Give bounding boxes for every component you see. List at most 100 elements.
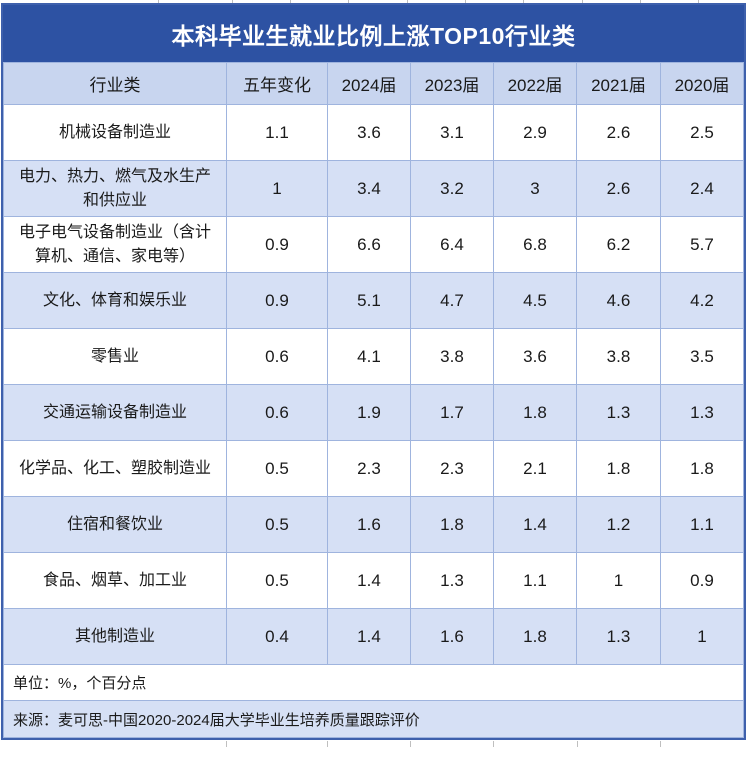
source-note: 来源：麦可思-中国2020-2024届大学毕业生培养质量跟踪评价 [3,700,744,738]
value-cell: 2.6 [576,104,661,161]
table-row: 住宿和餐饮业 0.5 1.6 1.8 1.4 1.2 1.1 [3,496,744,553]
industry-cell: 零售业 [3,328,227,385]
gridline-tick [493,741,494,747]
gridline-tick [407,0,408,3]
value-cell: 1 [226,160,328,217]
table-row: 机械设备制造业 1.1 3.6 3.1 2.9 2.6 2.5 [3,104,744,161]
value-cell: 1 [660,608,744,665]
value-cell: 4.1 [327,328,411,385]
gridline-tick [660,741,661,747]
gridline-tick [348,0,349,3]
value-cell: 5.1 [327,272,411,329]
value-cell: 4.7 [410,272,494,329]
column-header: 2024届 [327,62,411,105]
value-cell: 6.6 [327,216,411,273]
value-cell: 2.6 [576,160,661,217]
value-cell: 1.6 [410,608,494,665]
value-cell: 1.6 [327,496,411,553]
industry-cell: 机械设备制造业 [3,104,227,161]
bottom-gridline-strip [0,740,747,747]
column-header: 2020届 [660,62,744,105]
value-cell: 1.7 [410,384,494,441]
value-cell: 3.5 [660,328,744,385]
industry-cell: 文化、体育和娱乐业 [3,272,227,329]
value-cell: 3.6 [493,328,577,385]
table-row: 其他制造业 0.4 1.4 1.6 1.8 1.3 1 [3,608,744,665]
value-cell: 1.1 [660,496,744,553]
gridline-tick [158,0,159,3]
industry-cell: 化学品、化工、塑胶制造业 [3,440,227,497]
value-cell: 0.5 [226,496,328,553]
value-cell: 6.8 [493,216,577,273]
value-cell: 3.4 [327,160,411,217]
industry-cell: 电力、热力、燃气及水生产和供应业 [3,160,227,217]
industry-cell: 其他制造业 [3,608,227,665]
value-cell: 0.5 [226,552,328,609]
column-header: 2022届 [493,62,577,105]
column-header: 行业类 [3,62,227,105]
value-cell: 3.8 [410,328,494,385]
value-cell: 1.4 [493,496,577,553]
value-cell: 0.9 [226,216,328,273]
industry-employment-table: 行业类 五年变化 2024届 2023届 2022届 2021届 2020届 机械设备制造业… [3,62,744,738]
value-cell: 1.3 [410,552,494,609]
table-row: 交通运输设备制造业 0.6 1.9 1.7 1.8 1.3 1.3 [3,384,744,441]
unit-note: 单位：%，个百分点 [3,664,744,701]
table-body: 机械设备制造业 1.1 3.6 3.1 2.9 2.6 2.5 电力、热力、燃气及水生产和供应… [3,104,744,665]
value-cell: 2.3 [327,440,411,497]
value-cell: 1.1 [226,104,328,161]
value-cell: 3.8 [576,328,661,385]
gridline-tick [582,0,583,3]
value-cell: 2.1 [493,440,577,497]
gridline-tick [410,741,411,747]
value-cell: 3.6 [327,104,411,161]
gridline-tick [327,741,328,747]
column-header: 五年变化 [226,62,328,105]
value-cell: 0.4 [226,608,328,665]
report-table-page: 本科毕业生就业比例上涨TOP10行业类 行业类 五年变化 2024届 2023届 202… [0,0,747,747]
column-header: 2021届 [576,62,661,105]
value-cell: 0.9 [660,552,744,609]
unit-row: 单位：%，个百分点 [3,664,744,701]
value-cell: 1.4 [327,552,411,609]
value-cell: 1.8 [493,384,577,441]
value-cell: 0.6 [226,328,328,385]
value-cell: 1 [576,552,661,609]
industry-cell: 交通运输设备制造业 [3,384,227,441]
value-cell: 1.2 [576,496,661,553]
value-cell: 2.9 [493,104,577,161]
gridline-tick [523,0,524,3]
source-row: 来源：麦可思-中国2020-2024届大学毕业生培养质量跟踪评价 [3,700,744,738]
value-cell: 3 [493,160,577,217]
value-cell: 2.4 [660,160,744,217]
value-cell: 0.9 [226,272,328,329]
table-row: 文化、体育和娱乐业 0.9 5.1 4.7 4.5 4.6 4.2 [3,272,744,329]
value-cell: 5.7 [660,216,744,273]
table-row: 食品、烟草、加工业 0.5 1.4 1.3 1.1 1 0.9 [3,552,744,609]
value-cell: 4.6 [576,272,661,329]
header-row: 行业类 五年变化 2024届 2023届 2022届 2021届 2020届 [3,62,744,105]
value-cell: 2.3 [410,440,494,497]
top-gridline-strip [0,0,747,3]
table-frame: 本科毕业生就业比例上涨TOP10行业类 行业类 五年变化 2024届 2023届 202… [1,3,746,740]
table-row: 电力、热力、燃气及水生产和供应业 1 3.4 3.2 3 2.6 2.4 [3,160,744,217]
value-cell: 1.3 [576,384,661,441]
value-cell: 1.8 [576,440,661,497]
value-cell: 6.2 [576,216,661,273]
value-cell: 1.8 [493,608,577,665]
table-row: 电子电气设备制造业（含计算机、通信、家电等） 0.9 6.6 6.4 6.8 6.2 5.7 [3,216,744,273]
value-cell: 2.5 [660,104,744,161]
value-cell: 4.2 [660,272,744,329]
industry-cell: 住宿和餐饮业 [3,496,227,553]
column-header: 2023届 [410,62,494,105]
value-cell: 6.4 [410,216,494,273]
value-cell: 3.2 [410,160,494,217]
gridline-tick [577,741,578,747]
table-title: 本科毕业生就业比例上涨TOP10行业类 [3,5,744,62]
value-cell: 3.1 [410,104,494,161]
industry-cell: 电子电气设备制造业（含计算机、通信、家电等） [3,216,227,273]
value-cell: 0.5 [226,440,328,497]
value-cell: 1.8 [660,440,744,497]
value-cell: 1.9 [327,384,411,441]
value-cell: 1.1 [493,552,577,609]
